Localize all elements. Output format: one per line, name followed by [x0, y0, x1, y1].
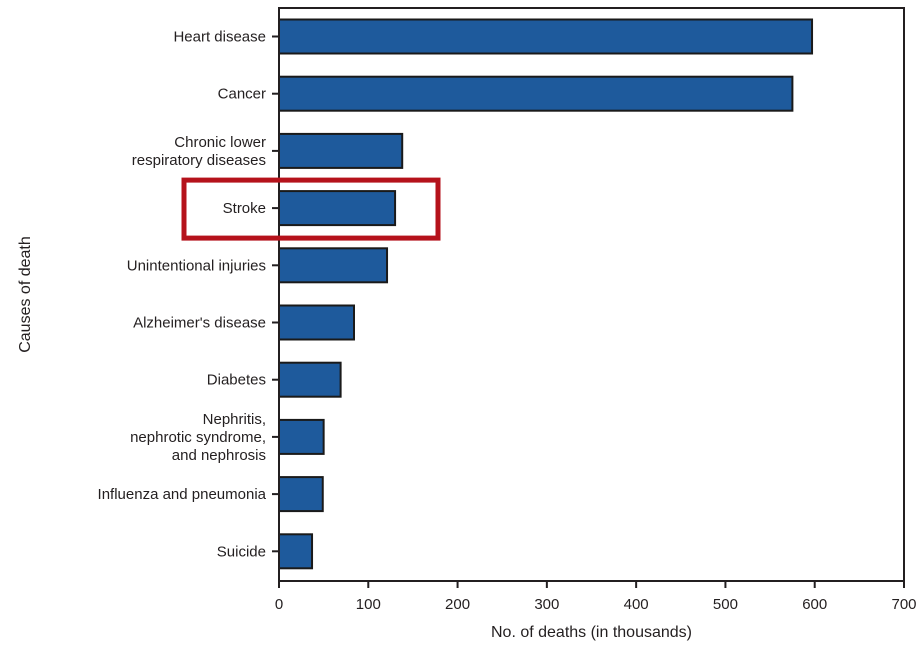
- highlight-box: [181, 177, 441, 241]
- bars-group: [278, 18, 814, 570]
- category-label-line: Diabetes: [207, 372, 266, 389]
- bar: [278, 304, 355, 341]
- x-tick-label: 300: [534, 596, 559, 613]
- category-label-line: Nephritis,: [203, 411, 266, 428]
- category-label: Unintentional injuries: [127, 257, 266, 274]
- category-label: Influenza and pneumonia: [98, 486, 267, 503]
- bar: [278, 190, 397, 227]
- bar: [278, 132, 404, 169]
- bar: [278, 476, 324, 513]
- x-ticks: 0 100 200 300 400 500 600 700: [275, 581, 917, 613]
- category-label: Alzheimer's disease: [133, 315, 266, 332]
- x-tick-label: 0: [275, 596, 283, 613]
- category-label: Suicide: [217, 543, 266, 560]
- bar: [278, 18, 814, 55]
- y-tick-marks: [272, 35, 279, 553]
- category-label-line: Stroke: [223, 200, 266, 217]
- x-tick-label: 200: [445, 596, 470, 613]
- x-tick-label: 600: [802, 596, 827, 613]
- bar: [278, 247, 389, 284]
- plot-frame: [278, 7, 905, 582]
- category-label-line: Suicide: [217, 543, 266, 560]
- x-tick-label: 700: [891, 596, 916, 613]
- bar: [278, 75, 794, 112]
- category-label-line: Cancer: [218, 86, 266, 103]
- bar: [278, 418, 325, 455]
- x-axis-title: No. of deaths (in thousands): [491, 624, 692, 641]
- category-label: Diabetes: [207, 372, 266, 389]
- x-tick-label: 100: [356, 596, 381, 613]
- x-tick-label: 400: [624, 596, 649, 613]
- category-label-line: Alzheimer's disease: [133, 315, 266, 332]
- category-label-line: and nephrosis: [172, 447, 266, 464]
- category-labels: Heart disease Cancer Chronic lower respirat…: [98, 29, 267, 561]
- category-label: Stroke: [223, 200, 266, 217]
- category-label-line: Heart disease: [173, 29, 266, 46]
- category-label: Cancer: [218, 86, 266, 103]
- x-tick-label: 500: [713, 596, 738, 613]
- y-axis-title: Causes of death: [17, 236, 34, 353]
- category-label-line: Influenza and pneumonia: [98, 486, 267, 503]
- category-label-line: Unintentional injuries: [127, 257, 266, 274]
- category-label: Nephritis, nephrotic syndrome, and nephros…: [130, 411, 266, 464]
- category-label: Chronic lower respiratory diseases: [132, 134, 266, 169]
- bar: [278, 361, 342, 398]
- category-label-line: Chronic lower: [174, 134, 266, 151]
- bar: [278, 533, 314, 570]
- category-label-line: nephrotic syndrome,: [130, 429, 266, 446]
- category-label-line: respiratory diseases: [132, 152, 266, 169]
- category-label: Heart disease: [173, 29, 266, 46]
